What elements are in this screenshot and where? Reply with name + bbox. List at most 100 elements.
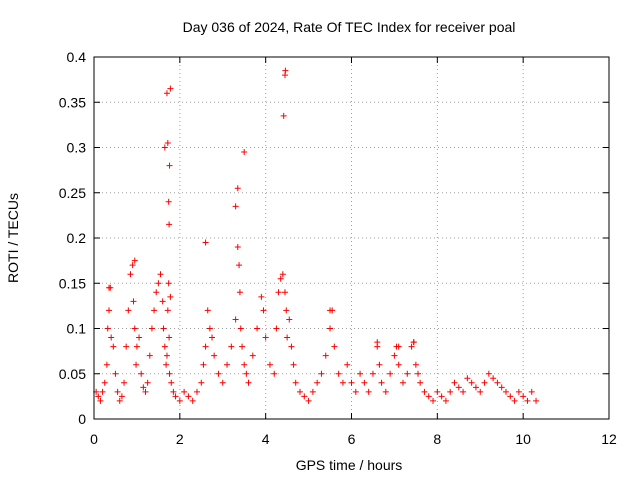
data-point — [352, 388, 359, 395]
data-point — [167, 85, 174, 92]
x-tick-label: 0 — [90, 431, 98, 447]
data-point — [494, 379, 501, 386]
data-point — [528, 388, 535, 395]
y-tick-label: 0.4 — [67, 49, 87, 65]
data-point — [237, 325, 244, 332]
data-point — [164, 307, 171, 314]
data-point — [335, 370, 342, 377]
data-point — [176, 397, 183, 404]
x-tick-label: 8 — [433, 431, 441, 447]
plot-frame — [93, 56, 610, 420]
data-point — [309, 388, 316, 395]
data-point — [99, 388, 106, 395]
data-point — [277, 275, 284, 282]
data-point — [151, 307, 158, 314]
data-point — [339, 379, 346, 386]
data-point — [382, 388, 389, 395]
y-tick-label: 0.25 — [59, 185, 86, 201]
data-point — [116, 397, 123, 404]
data-point — [344, 361, 351, 368]
data-point — [279, 271, 286, 278]
data-point — [438, 393, 445, 400]
data-point — [378, 379, 385, 386]
data-point — [533, 397, 540, 404]
data-point — [477, 388, 484, 395]
data-point — [129, 262, 136, 269]
data-point — [417, 379, 424, 386]
data-point — [202, 343, 209, 350]
data-point — [166, 162, 173, 169]
data-point — [357, 370, 364, 377]
data-point — [503, 388, 509, 395]
data-point — [395, 343, 402, 350]
data-point — [282, 67, 289, 74]
data-point — [520, 393, 527, 400]
data-point — [273, 325, 280, 332]
data-point — [442, 397, 449, 404]
data-point — [228, 343, 235, 350]
x-tick-label: 2 — [176, 431, 184, 447]
y-tick-label: 0.3 — [67, 140, 87, 156]
data-point — [140, 384, 147, 391]
data-point — [266, 361, 273, 368]
data-point — [131, 257, 138, 264]
y-axis-label: ROTI / TECUs — [5, 193, 21, 283]
data-point — [281, 289, 288, 296]
data-point — [455, 384, 462, 391]
data-point — [202, 239, 209, 246]
data-point — [369, 370, 376, 377]
data-point — [284, 334, 291, 341]
data-point — [106, 284, 113, 291]
data-point — [288, 343, 295, 350]
data-point — [157, 271, 164, 278]
data-point — [275, 289, 282, 296]
data-point — [507, 393, 514, 400]
data-point — [165, 280, 172, 287]
grid — [94, 57, 609, 419]
data-point — [376, 361, 383, 368]
data-point — [327, 307, 334, 314]
data-point — [133, 361, 140, 368]
data-point — [138, 370, 145, 377]
data-point — [318, 370, 325, 377]
data-point — [160, 325, 167, 332]
data-point — [249, 352, 256, 359]
data-point — [243, 370, 250, 377]
data-point — [159, 298, 166, 305]
data-point — [181, 388, 188, 395]
x-tick-label: 6 — [348, 431, 356, 447]
data-point — [239, 343, 246, 350]
data-point — [166, 334, 173, 341]
data-point — [361, 379, 368, 386]
data-point — [331, 343, 338, 350]
data-point — [215, 370, 222, 377]
data-point — [290, 361, 297, 368]
data-point — [374, 339, 381, 346]
data-point — [108, 334, 115, 341]
data-point — [125, 307, 132, 314]
data-point — [189, 397, 196, 404]
data-point — [410, 339, 417, 346]
data-point — [301, 393, 308, 400]
data-point — [254, 325, 261, 332]
data-point — [297, 388, 303, 395]
data-point — [280, 112, 287, 119]
y-tick-label: 0 — [78, 411, 86, 427]
data-point — [103, 361, 110, 368]
data-point — [472, 384, 479, 391]
data-point — [155, 280, 162, 287]
data-point — [97, 397, 104, 404]
data-point — [425, 393, 432, 400]
data-point — [161, 343, 168, 350]
data-point — [236, 262, 243, 269]
data-point — [206, 325, 213, 332]
data-point — [400, 379, 406, 386]
data-point — [153, 289, 160, 296]
data-point — [451, 379, 458, 386]
data-point — [232, 316, 239, 323]
data-point — [144, 379, 151, 386]
data-points — [93, 67, 540, 404]
data-point — [258, 293, 265, 300]
